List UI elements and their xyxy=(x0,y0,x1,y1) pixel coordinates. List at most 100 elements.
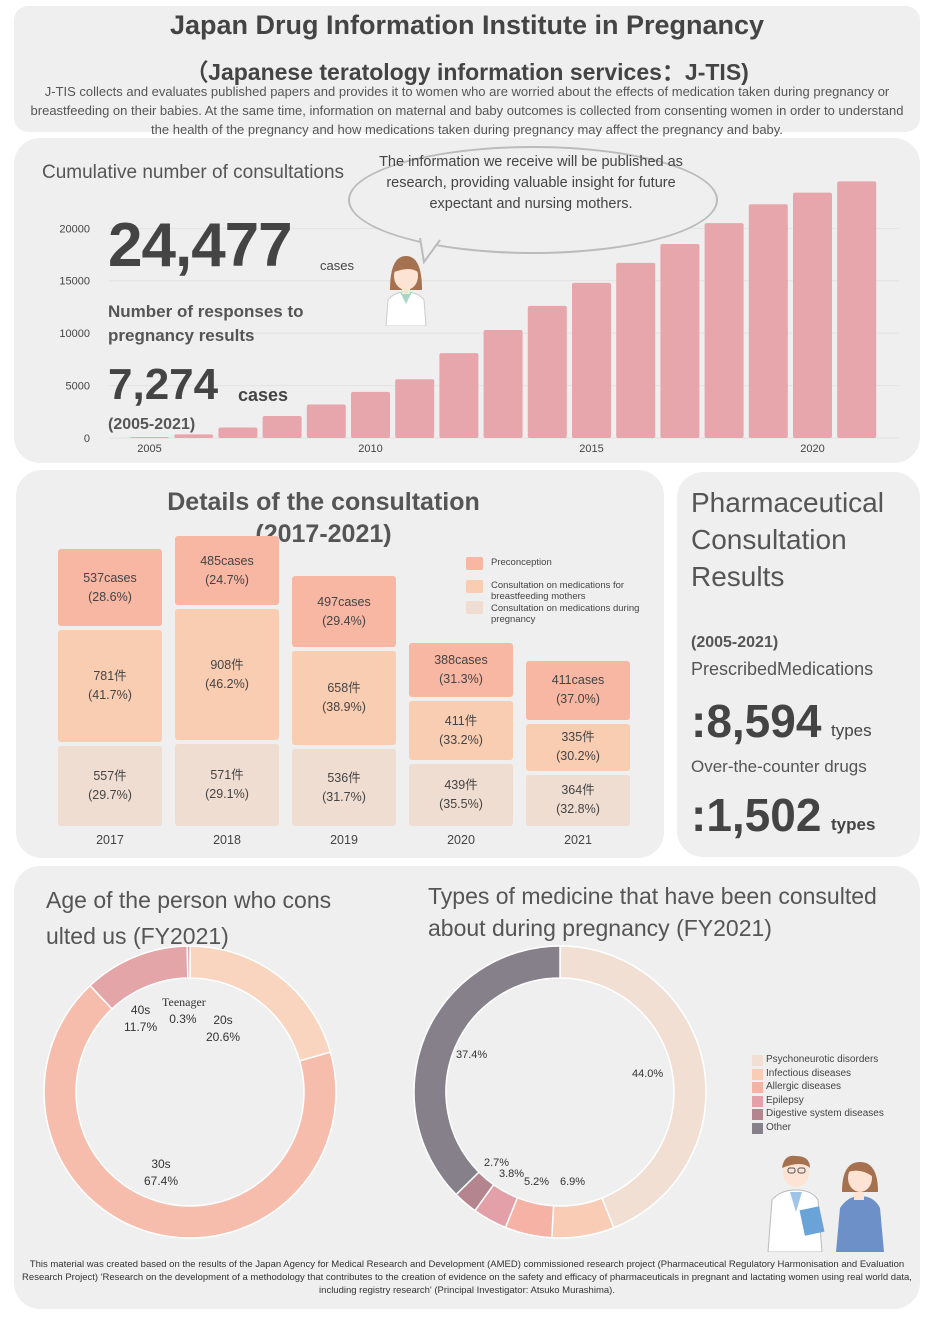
cumulative-bar xyxy=(218,427,258,438)
segment-count: 781件 xyxy=(93,669,127,684)
year-label: 2020 xyxy=(447,833,475,847)
age-slice-label: 40s 11.7% xyxy=(124,1002,157,1036)
medicine-legend-label: Digestive system diseases xyxy=(766,1108,884,1119)
medicine-donut-chart xyxy=(413,945,707,1239)
segment-percent: (46.2%) xyxy=(205,676,249,691)
age-slice-name: 40s xyxy=(130,1003,151,1017)
cumulative-bar xyxy=(793,192,832,438)
cumulative-bar xyxy=(527,305,567,438)
age-slice-label: 30s 67.4% xyxy=(144,1156,178,1190)
stacked-segment: 364件 (32.8%) xyxy=(526,774,630,826)
stacked-segment: 658件 (38.9%) xyxy=(292,651,396,746)
age-chart-title: Age of the person who cons ulted us (FY2… xyxy=(46,882,386,954)
segment-percent: (35.5%) xyxy=(439,796,483,811)
segment-percent: (30.2%) xyxy=(556,749,600,764)
details-card: Details of the consultation (2017-2021) … xyxy=(16,470,664,858)
responses-value: 7,274 xyxy=(108,360,219,409)
segment-count: 537cases xyxy=(83,570,137,585)
medicine-slice-percent: 37.4% xyxy=(456,1049,488,1061)
y-tick-label: 5000 xyxy=(66,381,90,393)
donut-slice xyxy=(559,945,707,1229)
x-tick-label: 2005 xyxy=(137,443,161,455)
doctor-patient-illustration-icon xyxy=(767,1155,884,1252)
cumulative-bar xyxy=(572,282,611,438)
speech-bubble xyxy=(348,146,718,254)
cumulative-bar xyxy=(351,391,390,438)
otc-value: :1,502 xyxy=(691,789,822,841)
cumulative-bar xyxy=(660,244,700,438)
prescribed-label: PrescribedMedications xyxy=(691,659,874,679)
medicine-slice-percent: 44.0% xyxy=(632,1068,664,1080)
cumulative-bar xyxy=(704,223,744,438)
medicine-title-line2: about during pregnancy (FY2021) xyxy=(428,915,772,941)
segment-count: 364件 xyxy=(561,783,595,798)
cumulative-bar-chart: 0 5000 10000 15000 20000 2005 2010 2015 2020 xyxy=(59,181,899,455)
nurse-illustration-icon xyxy=(385,256,427,326)
medicine-title-line1: Types of medicine that have been consult… xyxy=(428,883,877,909)
age-slice-percent: 0.3% xyxy=(169,1012,197,1026)
segment-count: 411cases xyxy=(551,673,605,688)
stacked-segment: 557件 (29.7%) xyxy=(58,746,162,826)
otc-label: Over-the-counter drugs xyxy=(691,757,867,776)
cumulative-bar xyxy=(395,379,435,438)
medicine-slice-percent: 2.7% xyxy=(484,1157,510,1169)
legend-label-breastfeeding: Consultation on medications for breastfe… xyxy=(491,580,625,602)
medicine-legend-label: Allergic diseases xyxy=(766,1081,842,1092)
cumulative-bar xyxy=(174,434,214,438)
x-tick-label: 2010 xyxy=(358,443,382,455)
medicine-legend-swatch xyxy=(752,1082,763,1093)
stacked-segment: 439件 (35.5%) xyxy=(409,763,513,826)
prescribed-unit: types xyxy=(831,721,872,740)
age-slice-name: 30s xyxy=(151,1157,171,1171)
cumulative-bar xyxy=(130,437,169,439)
segment-count: 908件 xyxy=(210,657,244,672)
legend-swatch-pregnancy xyxy=(466,601,483,614)
prescribed-value: :8,594 xyxy=(691,695,822,747)
legend-label-preconception: Preconception xyxy=(491,557,552,568)
stacked-segment: 537cases (28.6%) xyxy=(58,549,162,626)
segment-percent: (38.9%) xyxy=(322,700,366,715)
responses-unit: cases xyxy=(238,385,289,405)
results-card: Pharmaceutical Consultation Results (200… xyxy=(677,472,920,857)
segment-count: 388cases xyxy=(434,653,488,668)
stacked-segment: 908件 (46.2%) xyxy=(175,609,279,741)
age-slice-label: 20s 20.6% xyxy=(206,1012,240,1046)
age-slice-percent: 67.4% xyxy=(144,1174,179,1188)
total-consultations-unit: cases xyxy=(320,258,354,273)
segment-count: 485cases xyxy=(200,553,254,568)
age-title-line2: ulted us (FY2021) xyxy=(46,923,229,949)
donut-slice xyxy=(43,984,337,1239)
year-label: 2017 xyxy=(96,833,124,847)
age-slice-name: Teenager xyxy=(162,995,206,1009)
medicine-slice-percent: 3.8% xyxy=(499,1168,525,1180)
segment-count: 411件 xyxy=(444,713,478,728)
segment-count: 497cases xyxy=(317,594,371,609)
medicine-legend-swatch xyxy=(752,1095,763,1107)
segment-percent: (29.4%) xyxy=(322,613,366,628)
bottom-card: Age of the person who cons ulted us (FY2… xyxy=(14,866,920,1309)
cumulative-card: Cumulative number of consultations 0 5000… xyxy=(14,138,920,463)
speech-bubble-tail xyxy=(419,238,441,264)
segment-count: 536件 xyxy=(327,770,361,785)
stacked-segment: 335件 (30.2%) xyxy=(526,723,630,771)
intro-description: J-TIS collects and evaluates published p… xyxy=(30,84,904,137)
header-card: Japan Drug Information Institute in Preg… xyxy=(14,6,920,137)
cumulative-bar xyxy=(439,353,479,438)
cumulative-bar xyxy=(483,330,523,438)
stacked-segment: 485cases (24.7%) xyxy=(175,536,279,606)
cumulative-bar xyxy=(748,204,788,438)
x-tick-label: 2015 xyxy=(579,443,603,455)
segment-percent: (24.7%) xyxy=(205,572,249,587)
segment-count: 658件 xyxy=(327,681,361,696)
legend-swatch-breastfeeding xyxy=(466,580,483,593)
year-label: 2019 xyxy=(330,833,358,847)
responses-label: Number of responses to pregnancy results xyxy=(108,302,304,345)
cumulative-bar xyxy=(837,181,877,438)
medicine-chart-title: Types of medicine that have been consult… xyxy=(428,880,908,944)
stacked-segment: 411件 (33.2%) xyxy=(409,701,513,760)
segment-percent: (31.7%) xyxy=(322,789,366,804)
medicine-slice-percent: 5.2% xyxy=(524,1176,550,1188)
medicine-legend-label: Epilepsy xyxy=(766,1094,804,1106)
speech-bubble-text: The information we receive will be publi… xyxy=(379,154,683,212)
medicine-legend-label: Other xyxy=(766,1121,792,1133)
